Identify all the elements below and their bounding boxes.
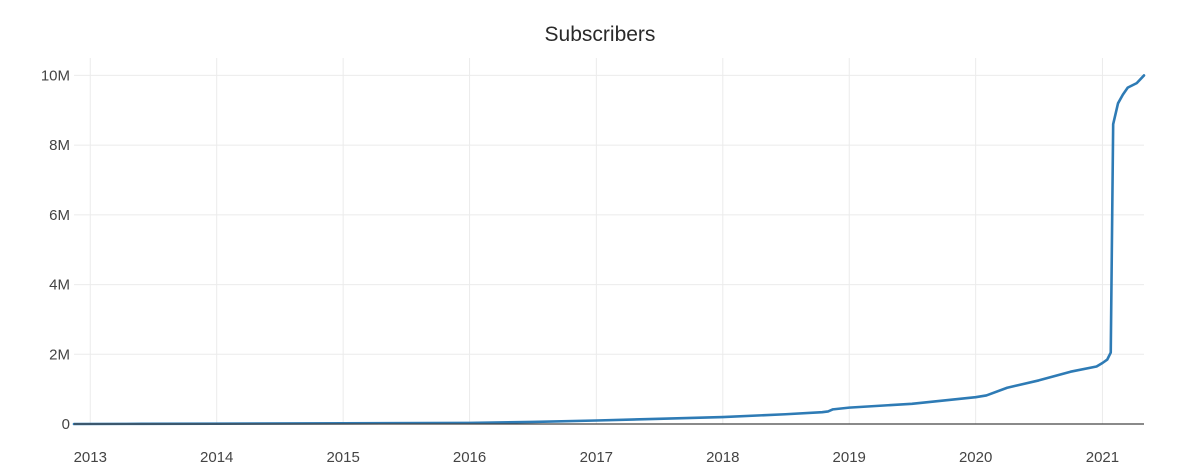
x-tick-label: 2019 xyxy=(833,449,866,466)
x-tick-label: 2020 xyxy=(959,449,992,466)
y-tick-label: 2M xyxy=(49,346,70,363)
y-tick-label: 10M xyxy=(41,67,70,84)
y-axis-ticks: 0 2M 4M 6M 8M 10M xyxy=(41,67,70,433)
x-tick-label: 2018 xyxy=(706,449,739,466)
series-layer xyxy=(72,74,1146,426)
x-tick-label: 2017 xyxy=(580,449,613,466)
x-tick-label: 2016 xyxy=(453,449,486,466)
y-tick-label: 8M xyxy=(49,137,70,154)
subscribers-series-line xyxy=(72,74,1146,426)
y-tick-label: 6M xyxy=(49,207,70,224)
chart-title: Subscribers xyxy=(545,23,656,46)
y-tick-label: 4M xyxy=(49,277,70,294)
x-tick-label: 2015 xyxy=(326,449,359,466)
x-tick-label: 2014 xyxy=(200,449,233,466)
gridlines xyxy=(74,58,1144,424)
x-tick-label: 2021 xyxy=(1086,449,1119,466)
x-axis-ticks: 2013 2014 2015 2016 2017 2018 2019 2020 2021 xyxy=(74,449,1120,466)
x-tick-label: 2013 xyxy=(74,449,107,466)
y-tick-label: 0 xyxy=(62,416,70,433)
